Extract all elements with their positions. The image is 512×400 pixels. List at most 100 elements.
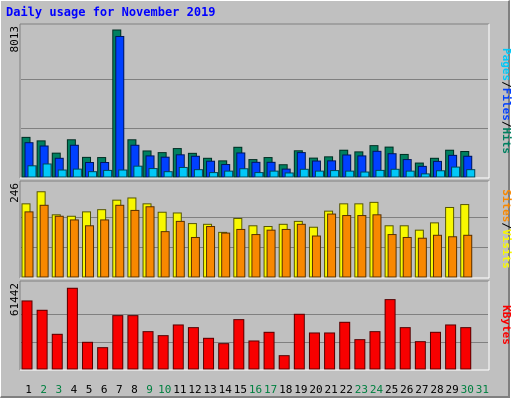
bar-sites: [357, 215, 367, 278]
x-tick-label: 26: [400, 383, 413, 396]
bar-kbytes: [263, 331, 275, 370]
bar-pages: [314, 170, 324, 178]
x-tick-label: 31: [476, 383, 489, 396]
x-tick-label: 9: [146, 383, 153, 396]
bar-pages: [345, 170, 355, 178]
x-tick-label: 27: [415, 383, 428, 396]
bar-kbytes: [369, 331, 381, 370]
bar-kbytes: [339, 321, 351, 370]
bar-pages: [390, 168, 400, 178]
x-tick-label: 2: [40, 383, 47, 396]
bar-kbytes: [445, 324, 457, 370]
x-tick-label: 21: [325, 383, 338, 396]
bar-pages: [133, 165, 143, 178]
bar-pages: [88, 171, 98, 178]
y-max-label: 61442: [8, 283, 21, 316]
bar-sites: [24, 211, 34, 278]
x-tick-label: 14: [219, 383, 233, 396]
bar-sites: [463, 234, 473, 278]
x-tick-label: 4: [71, 383, 78, 396]
y-max-label: 246: [8, 183, 21, 203]
x-tick-label: 13: [203, 383, 216, 396]
bar-kbytes: [82, 341, 94, 370]
x-tick-label: 12: [188, 383, 201, 396]
bar-pages: [42, 163, 52, 178]
bar-pages: [103, 169, 113, 178]
bar-pages: [57, 169, 67, 178]
x-tick-label: 7: [116, 383, 123, 396]
bar-kbytes: [293, 313, 305, 370]
x-tick-label: 23: [355, 383, 368, 396]
bar-sites: [387, 234, 397, 278]
bar-sites: [160, 231, 170, 278]
x-tick-label: 15: [234, 383, 247, 396]
bar-pages: [118, 169, 128, 178]
legend-item-kbytes: KBytes: [500, 305, 512, 345]
bar-pages: [224, 170, 234, 178]
x-tick-label: 16: [249, 383, 262, 396]
chart-title: Daily usage for November 2019: [6, 5, 216, 19]
bar-kbytes: [399, 327, 411, 370]
bar-pages: [193, 169, 203, 178]
legend-kbytes: KBytes: [500, 305, 512, 345]
bar-sites: [327, 213, 337, 278]
bar-kbytes: [414, 341, 426, 370]
bar-pages: [269, 170, 279, 178]
x-tick-label: 29: [446, 383, 459, 396]
bar-kbytes: [354, 339, 366, 370]
bar-pages: [466, 169, 476, 178]
legend-visits-sites: Sites/Visits: [500, 189, 512, 269]
bar-pages: [163, 171, 173, 178]
legend-item-files: Files: [500, 88, 512, 121]
bar-sites: [448, 236, 458, 278]
bar-kbytes: [187, 327, 199, 370]
x-tick-label: 5: [86, 383, 93, 396]
bar-sites: [39, 204, 49, 278]
legend-item-hits: Hits: [500, 128, 512, 155]
bar-sites: [311, 235, 321, 278]
bar-sites: [175, 220, 185, 278]
bar-sites: [100, 219, 110, 278]
bar-sites: [85, 225, 95, 278]
x-tick-label: 10: [158, 383, 171, 396]
bar-pages: [284, 172, 294, 178]
legend-separator: /: [500, 121, 512, 128]
bar-kbytes: [66, 287, 78, 370]
bar-kbytes: [203, 337, 215, 370]
legend-item-pages: Pages: [500, 48, 512, 81]
bar-pages: [330, 170, 340, 178]
x-tick-label: 1: [25, 383, 32, 396]
bar-pages: [254, 172, 264, 178]
x-tick-label: 19: [294, 383, 307, 396]
bar-kbytes: [51, 333, 63, 370]
bar-sites: [281, 228, 291, 278]
bar-sites: [54, 215, 64, 278]
bar-pages: [435, 170, 445, 178]
bar-pages: [360, 171, 370, 178]
legend-item-sites: Sites: [500, 189, 512, 222]
bar-kbytes: [21, 300, 33, 370]
y-max-label: 8013: [8, 26, 21, 53]
bar-sites: [206, 226, 216, 278]
bar-kbytes: [218, 343, 230, 370]
x-tick-label: 22: [340, 383, 353, 396]
x-tick-label: 8: [131, 383, 138, 396]
bar-kbytes: [233, 319, 245, 370]
bar-files: [115, 35, 125, 178]
bar-kbytes: [127, 315, 139, 370]
bar-sites: [372, 214, 382, 278]
bar-pages: [209, 172, 219, 178]
bar-pages: [299, 168, 309, 178]
bar-pages: [420, 173, 430, 178]
bar-sites: [432, 234, 442, 278]
x-tick-label: 28: [430, 383, 443, 396]
bar-kbytes: [36, 309, 48, 370]
bar-kbytes: [384, 299, 396, 370]
x-tick-label: 11: [173, 383, 186, 396]
bar-kbytes: [308, 332, 320, 370]
bar-pages: [27, 165, 37, 178]
bar-kbytes: [97, 347, 109, 370]
bar-sites: [342, 215, 352, 278]
bar-kbytes: [142, 331, 154, 370]
